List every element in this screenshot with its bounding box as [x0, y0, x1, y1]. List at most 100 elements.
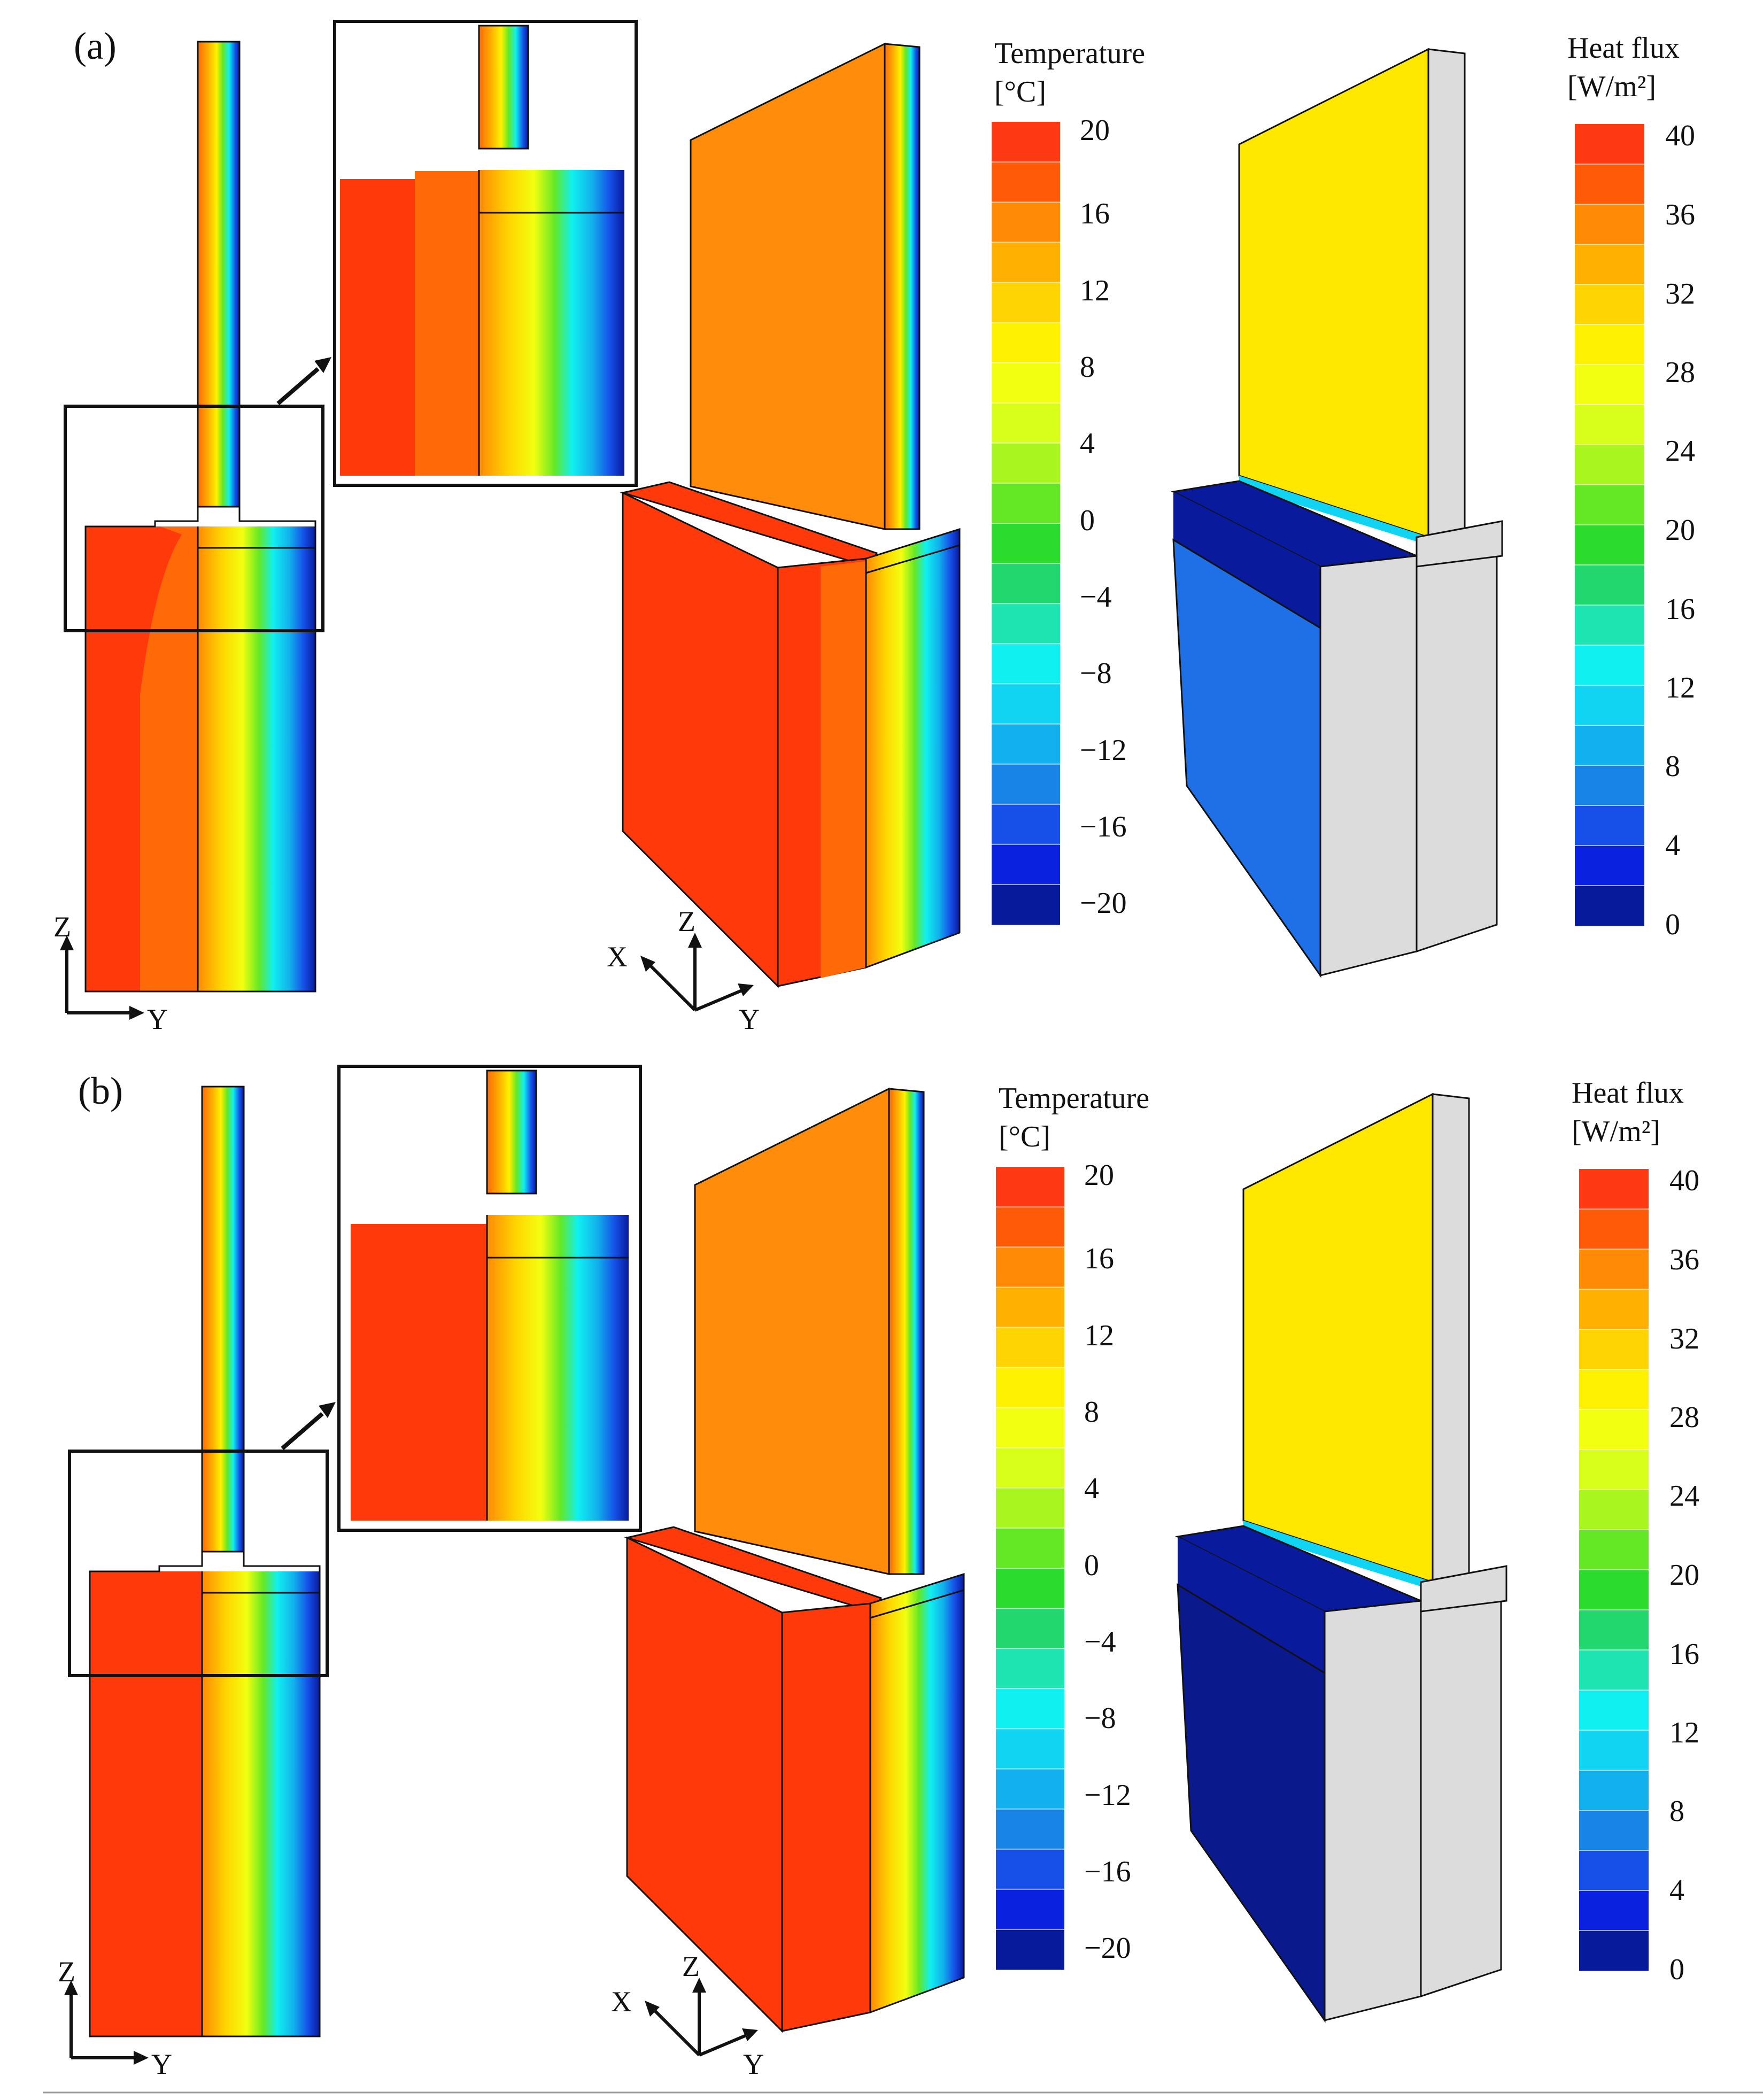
legend-band	[992, 122, 1060, 162]
axis-y-arrow	[129, 1006, 144, 1020]
heat-flux-tick: 28	[1665, 356, 1695, 389]
axis-y-arrow	[134, 2051, 149, 2065]
legend-band	[992, 603, 1060, 644]
inset-insulation	[487, 1215, 629, 1521]
foundation-top	[620, 481, 878, 568]
legend-band	[1575, 405, 1644, 445]
insulation-gradient	[202, 1571, 320, 2036]
hf-wall-base-strip	[1243, 1521, 1433, 1590]
temperature-legend: Temperature [°C] 20 16 12 8 4 0 −4 −8 −1…	[996, 1082, 1149, 1970]
upper-wall	[197, 41, 241, 508]
upper-wall-edge	[888, 1088, 925, 1575]
temperature-tick: 12	[1080, 274, 1110, 307]
heat-flux-tick: 20	[1669, 1559, 1699, 1592]
heat-flux-tick: 36	[1665, 198, 1695, 231]
axis-y3-label: Y	[743, 2048, 764, 2080]
hf-foundation-front-2	[1416, 530, 1498, 953]
axis-x-label: X	[611, 1986, 632, 2018]
model-3d-heat-flux	[1175, 1092, 1507, 2023]
legend-band	[1575, 846, 1644, 886]
heat-flux-tick: 12	[1669, 1716, 1699, 1749]
axis-z3-label: Z	[678, 905, 695, 937]
axes-3d: X Z Y	[607, 905, 760, 1035]
insulation-gradient	[198, 526, 315, 991]
slab-edge	[870, 1589, 964, 1619]
inset-orange	[415, 171, 479, 476]
legend-band	[996, 1608, 1064, 1649]
legend-band	[996, 1648, 1064, 1689]
heat-flux-tick: 32	[1669, 1322, 1699, 1355]
legend-band	[996, 1247, 1064, 1288]
legend-band	[992, 202, 1060, 243]
axis-x-arrow	[645, 2001, 660, 2017]
temperature-tick: −8	[1080, 657, 1112, 690]
zoom-inset	[337, 1065, 642, 1532]
legend-band	[996, 1367, 1064, 1408]
heat-flux-legend-unit: [W/m²]	[1567, 70, 1656, 103]
axis-y3-line	[698, 2032, 751, 2057]
heat-flux-legend-title: Heat flux	[1567, 32, 1680, 65]
legend-band	[1575, 485, 1644, 525]
heat-flux-tick: 20	[1665, 514, 1695, 547]
inset-wall	[486, 1070, 537, 1195]
heat-flux-legend: Heat flux [W/m²] 40 36 32 28 24 20 16 12…	[1572, 1076, 1699, 1986]
zoom-arrow-head	[314, 357, 331, 373]
legend-band	[1579, 1490, 1649, 1530]
temperature-tick: 8	[1080, 351, 1095, 384]
heat-flux-tick: 0	[1665, 908, 1680, 941]
axis-y-label: Y	[147, 1003, 168, 1035]
legend-band	[1579, 1730, 1649, 1771]
hf-foundation-front	[1319, 555, 1418, 977]
legend-band	[1579, 1409, 1649, 1450]
legend-band	[1575, 124, 1644, 165]
legend-band	[1575, 324, 1644, 365]
legend-band	[1575, 164, 1644, 205]
heat-flux-tick: 24	[1665, 435, 1695, 468]
hf-wall-base-strip	[1239, 476, 1428, 545]
section-2d	[64, 41, 331, 993]
heat-flux-tick: 12	[1665, 671, 1695, 704]
legend-band	[1579, 1450, 1649, 1490]
legend-band	[1575, 725, 1644, 766]
legend-band	[1579, 1209, 1649, 1250]
legend-band	[992, 483, 1060, 524]
model-3d-temperature	[624, 1087, 965, 2033]
panel-label: (b)	[78, 1070, 123, 1112]
legend-band	[996, 1407, 1064, 1448]
legend-band	[1579, 1890, 1649, 1931]
temperature-tick: −12	[1084, 1779, 1131, 1812]
legend-band	[992, 563, 1060, 604]
legend-band	[996, 1287, 1064, 1328]
legend-band	[1575, 645, 1644, 686]
legend-band	[992, 282, 1060, 323]
legend-band	[992, 443, 1060, 484]
hf-upper-wall-face	[1238, 48, 1429, 539]
foundation-top	[624, 1526, 883, 1613]
axis-y3-label: Y	[739, 1003, 760, 1035]
legend-band	[996, 1528, 1064, 1569]
legend-band	[1579, 1810, 1649, 1851]
legend-band	[996, 1447, 1064, 1489]
legend-band	[992, 764, 1060, 805]
model-3d-temperature	[620, 42, 961, 988]
heat-flux-tick: 36	[1669, 1243, 1699, 1276]
legend-band	[1579, 1690, 1649, 1731]
temperature-tick: −4	[1084, 1625, 1116, 1659]
temperature-tick: 4	[1084, 1472, 1099, 1505]
temperature-legend-unit: [°C]	[994, 75, 1046, 109]
temperature-tick: −20	[1084, 1932, 1131, 1965]
heat-flux-legend-unit: [W/m²]	[1572, 1115, 1660, 1148]
zoom-arrow-head	[319, 1402, 336, 1418]
legend-band	[996, 1327, 1064, 1368]
temperature-tick: 20	[1080, 114, 1110, 147]
panel-label: (a)	[74, 25, 117, 67]
legend-band	[1579, 1931, 1649, 1971]
temperature-legend-title: Temperature	[999, 1082, 1149, 1115]
legend-band	[1575, 886, 1644, 926]
zoom-box	[64, 405, 324, 632]
hf-foundation-side-dark	[1173, 492, 1320, 628]
hf-foundation-side-dark	[1178, 1537, 1325, 1673]
legend-band	[1579, 1650, 1649, 1691]
heat-flux-tick: 40	[1669, 1164, 1699, 1197]
